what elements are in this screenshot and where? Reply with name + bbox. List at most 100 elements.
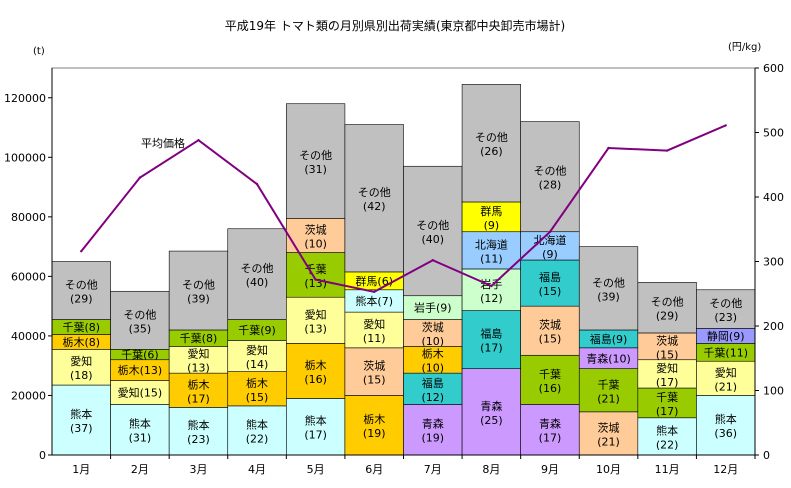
- segment-share-label: (12): [480, 292, 503, 305]
- segment-share-label: (9): [484, 219, 500, 232]
- price-point: [665, 149, 669, 152]
- bar-segment: [403, 404, 463, 456]
- segment-name-label: 茨城: [539, 318, 561, 332]
- segment-share-label: (16): [304, 373, 327, 386]
- segment-share-label: (7): [377, 295, 393, 308]
- segment-share-label: (40): [421, 233, 444, 246]
- segment-share-label: (9): [612, 333, 628, 346]
- segment-label: 千葉(9): [238, 323, 276, 337]
- bar-segment: [168, 250, 229, 331]
- y-tick-label: 0: [39, 449, 46, 462]
- bar-segment: [403, 319, 463, 347]
- price-point: [138, 176, 142, 179]
- segment-label: 静岡(9): [707, 329, 745, 343]
- y-axis-unit-label: (t): [33, 46, 45, 57]
- segment-name-label: 熊本: [129, 417, 151, 431]
- segment-name-label: 茨城: [656, 333, 678, 347]
- segment-name-label: 熊本: [70, 407, 92, 421]
- bar-segment: [286, 252, 346, 298]
- segment-name-label: 福島: [422, 376, 444, 390]
- segment-label: 千葉(8): [62, 320, 100, 334]
- segment-name-label: その他: [65, 279, 98, 292]
- segment-label: 千葉(8): [180, 331, 218, 345]
- segment-share-label: (9): [542, 248, 558, 261]
- segment-share-label: (16): [539, 382, 562, 395]
- segment-label: 熊本(7): [355, 294, 393, 308]
- segment-name-label: 茨城: [305, 222, 327, 236]
- segment-share-label: (10): [421, 335, 444, 348]
- price-series-label: 平均価格: [141, 136, 185, 150]
- bar-segment: [344, 395, 404, 456]
- segment-label: 岩手(9): [414, 301, 452, 315]
- segment-share-label: (15): [363, 374, 386, 387]
- segment-share-label: (22): [246, 432, 269, 445]
- bar-segment: [461, 201, 521, 233]
- segment-name-label: その他: [299, 149, 332, 162]
- segment-name-label: 青森: [422, 417, 444, 431]
- segment-name-label: 愛知: [187, 347, 209, 361]
- segment-share-label: (21): [714, 380, 737, 393]
- bar-segment: [520, 231, 580, 261]
- segment-share-label: (9): [436, 302, 452, 315]
- bar-segment: [51, 384, 111, 456]
- segment-share-label: (29): [656, 310, 679, 323]
- segment-label: 千葉(6): [121, 348, 159, 362]
- segment-share-label: (39): [597, 290, 620, 303]
- price-point: [80, 250, 83, 253]
- bar-segment: [110, 404, 170, 456]
- segment-name-label: 茨城: [422, 320, 444, 334]
- segment-name-label: 愛知: [246, 343, 268, 357]
- segment-name-label: 愛知: [715, 365, 737, 379]
- segment-share-label: (25): [480, 414, 503, 427]
- segment-label: 愛知(15): [118, 385, 163, 399]
- y2-tick-label: 500: [763, 127, 784, 140]
- segment-share-label: (17): [304, 429, 327, 442]
- segment-share-label: (19): [363, 427, 386, 440]
- segment-share-label: (37): [70, 422, 93, 435]
- segment-share-label: (11): [480, 252, 503, 265]
- segment-name-label: 愛知: [363, 317, 385, 331]
- bar-segment: [637, 332, 697, 361]
- segment-share-label: (13): [304, 322, 327, 335]
- segment-share-label: (6): [143, 349, 159, 362]
- price-point: [255, 182, 259, 186]
- y2-tick-label: 100: [763, 385, 784, 398]
- bar-segment: [637, 387, 697, 419]
- segment-share-label: (13): [140, 364, 163, 377]
- segment-name-label: 北海道: [533, 233, 566, 247]
- segment-name-label: 熊本: [187, 418, 209, 432]
- segment-share-label: (8): [84, 336, 100, 349]
- segment-name-label: その他: [358, 186, 391, 199]
- segment-share-label: (21): [597, 392, 620, 405]
- segment-name-label: 愛知: [70, 354, 92, 368]
- segment-share-label: (10): [608, 352, 631, 365]
- segment-share-label: (8): [84, 321, 100, 334]
- segment-name-label: 北海道: [475, 237, 508, 251]
- segment-share-label: (18): [70, 369, 93, 382]
- segment-share-label: (19): [421, 432, 444, 445]
- segment-name-label: 愛知: [305, 307, 327, 321]
- x-tick-label: 2月: [131, 463, 149, 476]
- bar-segment: [461, 84, 521, 203]
- segment-share-label: (15): [539, 285, 562, 298]
- segment-share-label: (9): [729, 330, 745, 343]
- segment-name-label: 熊本: [246, 417, 268, 431]
- segment-share-label: (9): [260, 324, 276, 337]
- segment-share-label: (23): [187, 433, 210, 446]
- bar-segment: [227, 405, 287, 456]
- segment-name-label: 青森: [480, 399, 502, 413]
- segment-share-label: (21): [597, 435, 620, 448]
- segment-name-label: その他: [709, 297, 742, 310]
- segment-share-label: (10): [304, 237, 327, 250]
- segment-name-label: 千葉: [539, 367, 561, 381]
- price-point: [607, 146, 610, 150]
- segment-share-label: (42): [363, 200, 386, 213]
- x-tick-label: 12月: [713, 463, 738, 476]
- bar-segment: [696, 289, 756, 329]
- x-tick-label: 8月: [482, 463, 500, 476]
- chart-title: 平成19年 トマト類の月別県別出荷実績(東京都中央卸売市場計): [225, 18, 565, 33]
- bar-segment: [578, 368, 639, 413]
- segment-share-label: (15): [140, 386, 163, 399]
- bar-segment: [578, 411, 639, 456]
